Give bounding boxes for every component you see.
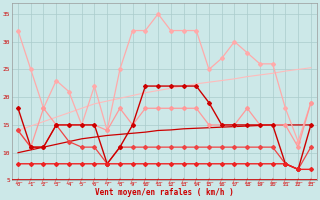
X-axis label: Vent moyen/en rafales ( km/h ): Vent moyen/en rafales ( km/h ) bbox=[95, 188, 234, 197]
